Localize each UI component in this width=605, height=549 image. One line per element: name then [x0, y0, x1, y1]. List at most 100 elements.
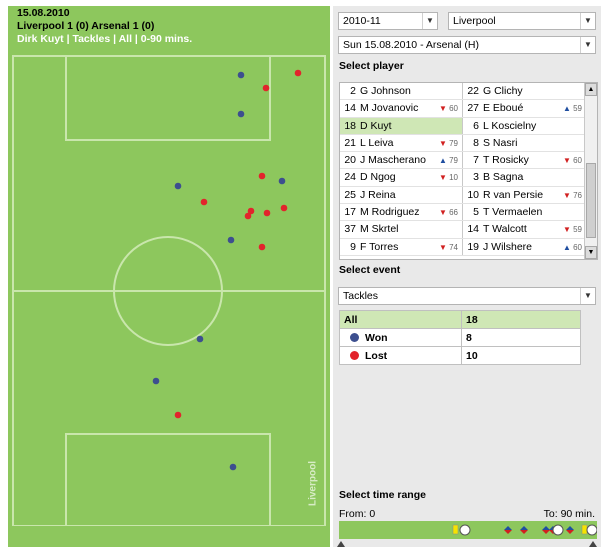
player-item[interactable]: 5 T Vermaelen: [463, 204, 586, 220]
player-name: E Eboué: [483, 102, 524, 115]
yellow-card-icon: [581, 524, 588, 535]
scroll-up-icon[interactable]: ▲: [585, 83, 597, 96]
player-number: 37: [344, 223, 356, 236]
tackle-won-dot[interactable]: [237, 110, 245, 118]
substitution-minute: ▼ 79: [439, 135, 458, 152]
player-item[interactable]: 14 T Walcott ▼ 59: [463, 221, 586, 237]
tackle-won-dot[interactable]: [152, 377, 160, 385]
time-to-label: To: 90 min.: [543, 508, 595, 520]
player-number: 7: [473, 154, 479, 167]
tackle-lost-dot[interactable]: [294, 69, 302, 77]
range-start-handle-icon: [337, 541, 345, 547]
player-item[interactable]: 14 M Jovanovic ▼ 60: [340, 100, 463, 117]
triangle-down-icon: ▼: [562, 190, 574, 200]
tackle-lost-dot[interactable]: [200, 198, 208, 206]
player-item[interactable]: 21 L Leiva ▼ 79: [340, 134, 463, 152]
time-label-band: [8, 526, 330, 547]
select-event-title: Select event: [339, 264, 401, 276]
tackle-lost-dot[interactable]: [258, 243, 266, 251]
triangle-down-icon: ▼: [438, 208, 450, 218]
event-row-lost[interactable]: Lost 10: [339, 346, 581, 365]
team-select[interactable]: Liverpool ▼: [448, 12, 596, 30]
player-number: 5: [473, 206, 479, 219]
chevron-down-icon[interactable]: ▼: [422, 13, 437, 29]
player-list-scrollbar[interactable]: ▲ ▼: [584, 83, 597, 259]
tackle-lost-dot[interactable]: [258, 172, 266, 180]
event-row-all[interactable]: All 18: [339, 310, 581, 329]
centre-circle: [113, 236, 223, 346]
tackle-lost-dot[interactable]: [280, 204, 288, 212]
player-item[interactable]: 9 F Torres ▼ 74: [340, 238, 463, 255]
player-number: 8: [473, 136, 479, 149]
substitution-minute: ▲ 59: [563, 100, 582, 117]
player-name: J Reina: [360, 188, 396, 201]
substitution-icon: [566, 526, 574, 534]
tackle-won-dot[interactable]: [227, 236, 235, 244]
player-item[interactable]: 27 E Eboué ▲ 59: [463, 100, 586, 116]
match-value: Sun 15.08.2010 - Arsenal (H): [343, 39, 479, 51]
player-name: M Jovanovic: [360, 102, 419, 115]
tackle-lost-dot[interactable]: [244, 212, 252, 220]
bottom-penalty-box: [65, 433, 271, 527]
triangle-down-icon: ▼: [438, 104, 450, 114]
season-value: 2010-11: [343, 15, 381, 27]
scroll-down-icon[interactable]: ▼: [585, 246, 597, 259]
team-name-vertical: Liverpool: [307, 461, 319, 507]
player-number: 2: [350, 85, 356, 97]
player-item[interactable]: 2 G Johnson: [340, 83, 463, 100]
player-item[interactable]: 19 J Wilshere ▲ 60: [463, 239, 586, 255]
player-name: S Nasri: [483, 136, 518, 149]
event-select[interactable]: Tackles ▼: [338, 287, 596, 305]
player-number: 19: [467, 240, 479, 253]
substitution-minute-value: 59: [573, 225, 582, 235]
substitution-minute: ▼ 10: [439, 169, 458, 186]
substitution-minute-value: 79: [449, 138, 458, 148]
player-item[interactable]: 18 D Kuyt: [340, 117, 463, 134]
lost-dot-icon: [350, 351, 359, 361]
event-row-won[interactable]: Won 8: [339, 328, 581, 347]
substitution-minute-value: 10: [449, 173, 458, 183]
player-name: J Mascherano: [360, 154, 426, 167]
player-item[interactable]: 24 D Ngog ▼ 10: [340, 169, 463, 186]
chevron-down-icon[interactable]: ▼: [580, 37, 595, 53]
player-item[interactable]: 22 G Clichy: [463, 83, 586, 99]
pitch-diagram: [8, 55, 330, 547]
tackle-lost-dot[interactable]: [262, 84, 270, 92]
all-value: 18: [461, 310, 581, 329]
player-item[interactable]: 3 B Sagna: [463, 169, 586, 185]
time-range-slider[interactable]: [339, 521, 598, 539]
player-item[interactable]: 8 S Nasri: [463, 135, 586, 151]
player-item[interactable]: 25 J Reina: [340, 186, 463, 204]
player-row: 20 J Mascherano ▲ 79 7 T Rosicky ▼ 60: [340, 152, 586, 170]
lost-cell: Lost: [339, 346, 462, 365]
tackle-won-dot[interactable]: [229, 463, 237, 471]
tackle-lost-dot[interactable]: [247, 207, 255, 215]
player-number: 17: [344, 206, 356, 219]
substitution-minute-value: 60: [573, 156, 582, 166]
player-grid: 2 G Johnson 22 G Clichy 14 M Jovanovic ▼ 60 27 E…: [340, 83, 586, 256]
player-item[interactable]: 7 T Rosicky ▼ 60: [463, 152, 586, 168]
tackle-won-dot[interactable]: [278, 177, 286, 185]
triangle-up-icon: ▲: [562, 104, 574, 114]
chevron-down-icon[interactable]: ▼: [580, 13, 595, 29]
match-info: 15.08.2010 Liverpool 1 (0) Arsenal 1 (0)…: [17, 7, 192, 46]
player-item[interactable]: 6 L Koscielny: [463, 118, 586, 134]
tackle-won-dot[interactable]: [196, 335, 204, 343]
player-row: 14 M Jovanovic ▼ 60 27 E Eboué ▲ 59: [340, 100, 586, 118]
chevron-down-icon[interactable]: ▼: [580, 288, 595, 304]
player-item[interactable]: 37 M Skrtel: [340, 221, 463, 238]
player-item[interactable]: 17 M Rodriguez ▼ 66: [340, 204, 463, 221]
tackle-won-dot[interactable]: [174, 182, 182, 190]
scrollbar-thumb[interactable]: [586, 163, 596, 238]
substitution-minute: ▼ 76: [563, 187, 582, 204]
tackle-lost-dot[interactable]: [263, 209, 271, 217]
tackle-won-dot[interactable]: [237, 71, 245, 79]
season-select[interactable]: 2010-11 ▼: [338, 12, 438, 30]
player-item[interactable]: 20 J Mascherano ▲ 79: [340, 152, 463, 169]
match-select[interactable]: Sun 15.08.2010 - Arsenal (H) ▼: [338, 36, 596, 54]
tackle-lost-dot[interactable]: [174, 411, 182, 419]
player-item[interactable]: 10 R van Persie ▼ 76: [463, 187, 586, 203]
goal-ball-icon: [459, 524, 471, 536]
triangle-down-icon: ▼: [562, 156, 574, 166]
player-row: 24 D Ngog ▼ 10 3 B Sagna: [340, 169, 586, 187]
